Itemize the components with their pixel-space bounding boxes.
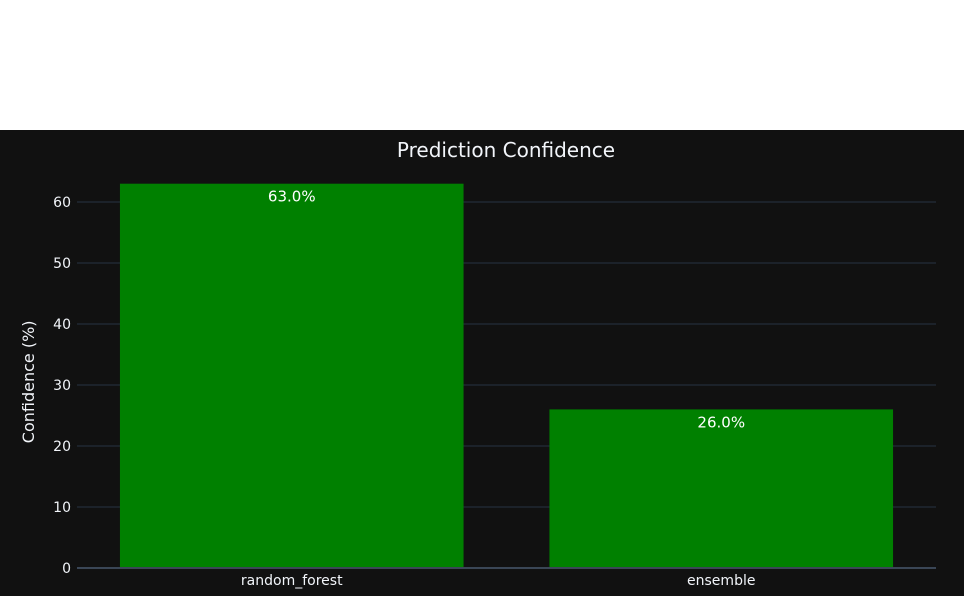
page-top-blank — [0, 0, 966, 130]
x-tick-label-random_forest: random_forest — [241, 573, 343, 589]
y-tick-label-10: 10 — [53, 500, 71, 516]
bar-random_forest[interactable] — [119, 183, 464, 568]
y-tick-label-30: 30 — [53, 378, 71, 394]
data-label-random_forest: 63.0% — [268, 188, 316, 206]
y-tick-label-40: 40 — [53, 317, 71, 333]
y-tick-label-60: 60 — [53, 195, 71, 211]
chart-panel: Prediction Confidence 0 10 20 30 40 50 60 63.0%… — [0, 130, 964, 596]
chart-title: Prediction Confidence — [396, 138, 616, 162]
y-tick-label-0: 0 — [62, 561, 71, 577]
data-label-ensemble: 26.0% — [697, 413, 745, 431]
y-tick-label-50: 50 — [53, 256, 71, 272]
bar-chart: 0 10 20 30 40 50 60 63.0% random_forest 26.0% ense… — [19, 183, 936, 589]
x-tick-label-ensemble: ensemble — [687, 573, 755, 589]
y-axis-title: Confidence (%) — [19, 320, 38, 443]
bar-ensemble[interactable] — [549, 409, 894, 568]
y-tick-label-20: 20 — [53, 439, 71, 455]
